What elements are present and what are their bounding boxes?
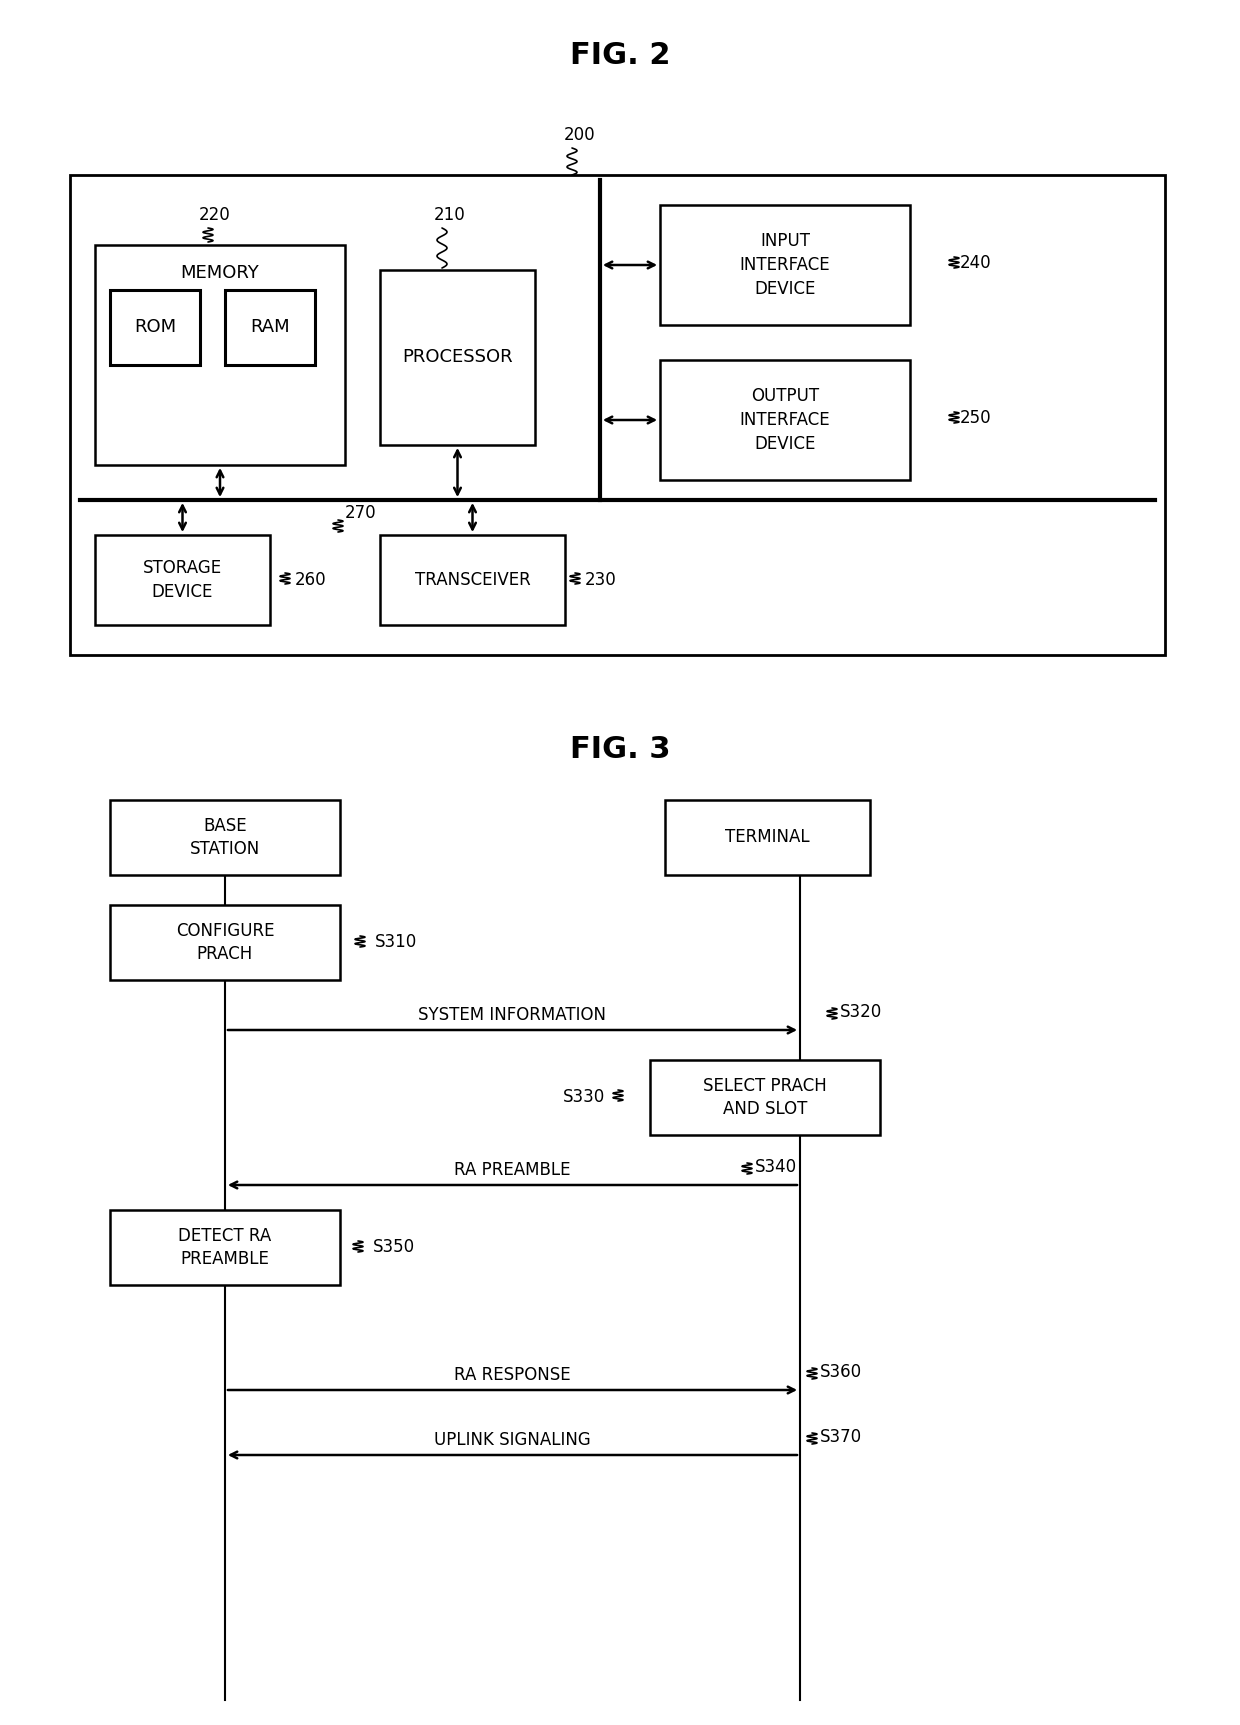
Text: SYSTEM INFORMATION: SYSTEM INFORMATION	[419, 1006, 606, 1025]
Bar	[110, 906, 340, 980]
Bar	[379, 535, 565, 624]
Bar	[110, 800, 340, 875]
Bar	[69, 174, 1166, 656]
Text: RAM: RAM	[250, 319, 290, 336]
Text: 250: 250	[960, 409, 992, 428]
Text: 270: 270	[345, 504, 377, 523]
Bar	[660, 361, 910, 480]
Bar	[660, 205, 910, 324]
Text: S340: S340	[755, 1157, 797, 1176]
Text: S350: S350	[373, 1239, 415, 1256]
Text: FIG. 2: FIG. 2	[569, 40, 671, 69]
Text: OUTPUT
INTERFACE
DEVICE: OUTPUT INTERFACE DEVICE	[740, 388, 831, 452]
Bar	[110, 290, 200, 366]
Text: 240: 240	[960, 254, 992, 273]
Text: 210: 210	[434, 205, 466, 224]
Text: INPUT
INTERFACE
DEVICE: INPUT INTERFACE DEVICE	[740, 233, 831, 298]
Text: MEMORY: MEMORY	[181, 264, 259, 281]
Text: S360: S360	[820, 1363, 862, 1382]
Text: S330: S330	[563, 1088, 605, 1106]
Text: TERMINAL: TERMINAL	[725, 828, 810, 847]
Text: S370: S370	[820, 1428, 862, 1446]
Bar	[95, 535, 270, 624]
Bar	[95, 245, 345, 466]
Text: 260: 260	[295, 571, 326, 588]
Text: STORAGE
DEVICE: STORAGE DEVICE	[143, 559, 222, 600]
Bar	[665, 800, 870, 875]
Text: 220: 220	[200, 205, 231, 224]
Bar	[650, 1059, 880, 1135]
Text: S320: S320	[839, 1002, 882, 1021]
Text: TRANSCEIVER: TRANSCEIVER	[414, 571, 531, 588]
Text: RA RESPONSE: RA RESPONSE	[454, 1366, 570, 1383]
Text: S310: S310	[374, 933, 417, 950]
Text: RA PREAMBLE: RA PREAMBLE	[454, 1161, 570, 1178]
Text: FIG. 3: FIG. 3	[569, 735, 671, 764]
Text: ROM: ROM	[134, 319, 176, 336]
Text: UPLINK SIGNALING: UPLINK SIGNALING	[434, 1432, 591, 1449]
Bar	[224, 290, 315, 366]
Text: 230: 230	[585, 571, 616, 588]
Text: CONFIGURE
PRACH: CONFIGURE PRACH	[176, 921, 274, 963]
Bar	[110, 1209, 340, 1285]
Text: 200: 200	[564, 126, 595, 143]
Text: PROCESSOR: PROCESSOR	[402, 348, 513, 366]
Text: SELECT PRACH
AND SLOT: SELECT PRACH AND SLOT	[703, 1076, 827, 1118]
Text: BASE
STATION: BASE STATION	[190, 816, 260, 859]
Text: DETECT RA
PREAMBLE: DETECT RA PREAMBLE	[179, 1226, 272, 1268]
Bar	[379, 271, 534, 445]
